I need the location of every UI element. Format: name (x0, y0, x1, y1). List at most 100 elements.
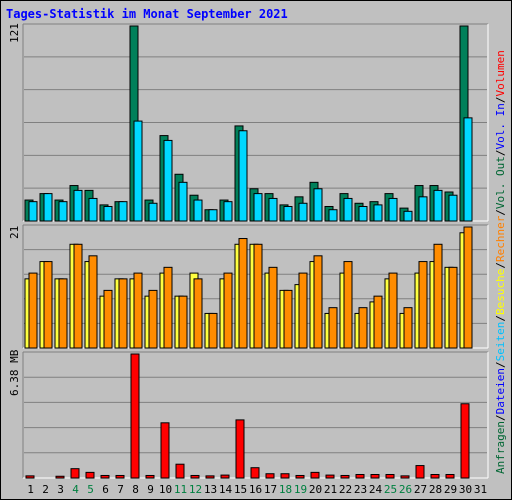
top-panel-bar-dateien (88, 197, 98, 222)
top-panel-bar-dateien (163, 139, 173, 222)
bottom-panel-bar-volumen (100, 474, 110, 479)
bottom-panel-bar-volumen (55, 475, 65, 479)
bottom-panel-bar-volumen (145, 474, 155, 479)
x-tick-label-day-12: 12 (189, 483, 202, 496)
bottom-panel-bar-volumen (355, 474, 365, 479)
bottom-panel-bar-volumen (85, 471, 95, 479)
top-panel-bar-dateien (43, 193, 53, 222)
x-tick-label-day-26: 26 (399, 483, 412, 496)
x-tick-label-day-4: 4 (72, 483, 79, 496)
x-tick-label-day-9: 9 (147, 483, 154, 496)
bottom-panel-bar-volumen (265, 473, 275, 479)
top-panel-bar-dateien (133, 120, 143, 222)
mid-panel-bar-rechner (298, 272, 308, 349)
top-panel-bar-dateien (208, 209, 218, 222)
top-panel-bar-dateien (298, 202, 308, 222)
x-tick-label-day-14: 14 (219, 483, 233, 496)
mid-panel-bar-rechner (58, 278, 68, 349)
mid-panel-bar-rechner (388, 272, 398, 349)
top-panel-bar-dateien (283, 205, 293, 222)
top-panel-bar-dateien (358, 205, 368, 222)
x-tick-label-day-21: 21 (324, 483, 337, 496)
x-tick-label-day-11: 11 (174, 483, 187, 496)
bottom-panel-bar-volumen (325, 474, 335, 479)
x-tick-label-day-28: 28 (429, 483, 442, 496)
bottom-panel-bar-volumen (25, 475, 35, 479)
mid-panel-bar-rechner (433, 243, 443, 349)
bottom-panel-bar-volumen (115, 474, 125, 479)
top-panel-bar-dateien (28, 201, 38, 222)
x-tick-label-day-31: 31 (474, 483, 487, 496)
top-panel-bar-dateien (223, 201, 233, 222)
x-tick-label-day-29: 29 (444, 483, 457, 496)
bottom-panel-bar-volumen (220, 474, 230, 479)
mid-panel-bar-rechner (133, 272, 143, 349)
mid-panel-bar-rechner (103, 289, 113, 349)
x-tick-label-day-19: 19 (294, 483, 307, 496)
x-tick-label-day-20: 20 (309, 483, 322, 496)
bottom-panel-bar-volumen (310, 471, 320, 479)
top-panel-bar-dateien (178, 181, 188, 222)
bottom-panel-bar-volumen (415, 465, 425, 479)
mid-panel-bar-rechner (88, 255, 98, 349)
x-tick-label-day-13: 13 (204, 483, 217, 496)
x-tick-label-day-24: 24 (369, 483, 383, 496)
top-panel-bar-dateien (403, 210, 413, 222)
top-panel-bar-dateien (418, 196, 428, 222)
mid-panel-bar-rechner (463, 226, 473, 349)
top-panel-bar-dateien (343, 197, 353, 222)
x-tick-label-day-17: 17 (264, 483, 277, 496)
bottom-panel-background (23, 352, 488, 478)
top-panel-bar-dateien (448, 194, 458, 222)
mid-panel-bar-rechner (313, 255, 323, 349)
mid-panel-bar-rechner (283, 289, 293, 349)
bottom-panel-bar-volumen (160, 422, 170, 479)
mid-panel-bar-rechner (73, 243, 83, 349)
top-panel-bar-dateien (373, 204, 383, 222)
mid-panel-bar-rechner (238, 238, 248, 349)
mid-panel-bar-rechner (373, 295, 383, 349)
x-tick-label-day-18: 18 (279, 483, 292, 496)
mid-panel-bar-rechner (448, 266, 458, 349)
top-panel-bar-dateien (148, 202, 158, 222)
bottom-panel-bar-volumen (370, 474, 380, 479)
bottom-panel-bar-volumen (70, 468, 80, 479)
x-tick-label-day-15: 15 (234, 483, 247, 496)
top-panel-bar-dateien (313, 188, 323, 222)
bottom-panel-bar-volumen (130, 353, 140, 479)
mid-panel-bar-rechner (358, 307, 368, 349)
mid-panel-bar-rechner (328, 307, 338, 349)
mid-panel-bar-rechner (253, 243, 263, 349)
top-panel-bar-dateien (328, 209, 338, 222)
top-panel-bar-dateien (73, 189, 83, 222)
top-panel-bar-dateien (193, 199, 203, 222)
bottom-panel-bar-volumen (295, 474, 305, 479)
mid-panel-bar-rechner (43, 261, 53, 349)
bottom-panel-bar-volumen (280, 473, 290, 479)
mid-panel-bar-rechner (193, 278, 203, 349)
top-panel-bar-dateien (118, 201, 128, 222)
mid-panel-bar-rechner (343, 261, 353, 349)
x-tick-label-day-3: 3 (57, 483, 64, 496)
x-tick-label-day-2: 2 (42, 483, 49, 496)
x-tick-label-day-27: 27 (414, 483, 427, 496)
mid-panel-bar-rechner (28, 272, 38, 349)
mid-panel-bar-rechner (148, 289, 158, 349)
top-panel-bar-dateien (433, 189, 443, 222)
bottom-panel-bar-volumen (235, 419, 245, 479)
mid-panel-bar-rechner (118, 278, 128, 349)
x-tick-label-day-5: 5 (87, 483, 94, 496)
top-panel-bar-dateien (58, 201, 68, 222)
mid-panel-bar-rechner (178, 295, 188, 349)
mid-panel-bar-rechner (268, 266, 278, 349)
mid-panel-bar-rechner (418, 261, 428, 349)
x-tick-label-day-30: 30 (459, 483, 472, 496)
x-tick-label-day-6: 6 (102, 483, 109, 496)
bottom-panel-bar-volumen (190, 474, 200, 479)
x-tick-label-day-1: 1 (27, 483, 34, 496)
bottom-panel-bar-volumen (430, 474, 440, 479)
mid-panel-bar-rechner (163, 266, 173, 349)
chart-title: Tages-Statistik im Monat September 2021 (6, 7, 288, 21)
x-tick-label-day-8: 8 (132, 483, 139, 496)
